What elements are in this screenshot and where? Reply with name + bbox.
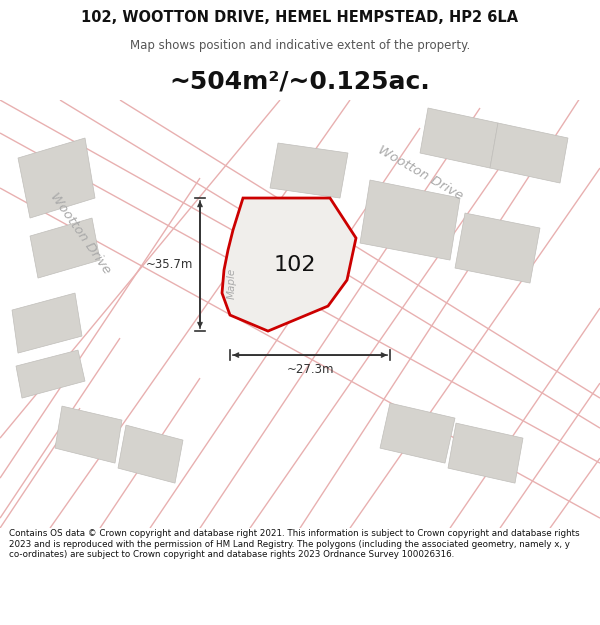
Polygon shape — [270, 143, 348, 198]
Text: Wootton Drive: Wootton Drive — [375, 143, 465, 202]
Text: 102: 102 — [274, 255, 316, 275]
Text: Wootton Drive: Wootton Drive — [47, 190, 113, 276]
Polygon shape — [380, 403, 455, 463]
Polygon shape — [455, 213, 540, 283]
Polygon shape — [448, 423, 523, 483]
Polygon shape — [18, 138, 95, 218]
Text: 102, WOOTTON DRIVE, HEMEL HEMPSTEAD, HP2 6LA: 102, WOOTTON DRIVE, HEMEL HEMPSTEAD, HP2… — [82, 10, 518, 25]
Text: Contains OS data © Crown copyright and database right 2021. This information is : Contains OS data © Crown copyright and d… — [9, 529, 580, 559]
Text: ~27.3m: ~27.3m — [286, 363, 334, 376]
Polygon shape — [55, 406, 122, 463]
Polygon shape — [118, 425, 183, 483]
PathPatch shape — [222, 198, 356, 331]
Polygon shape — [30, 218, 100, 278]
Polygon shape — [490, 123, 568, 183]
Text: Maple: Maple — [227, 268, 237, 299]
Text: ~35.7m: ~35.7m — [146, 258, 193, 271]
Polygon shape — [12, 293, 82, 353]
Polygon shape — [16, 350, 85, 398]
Text: ~504m²/~0.125ac.: ~504m²/~0.125ac. — [170, 69, 430, 93]
Text: Map shows position and indicative extent of the property.: Map shows position and indicative extent… — [130, 39, 470, 51]
Polygon shape — [420, 108, 498, 168]
Polygon shape — [360, 180, 460, 260]
